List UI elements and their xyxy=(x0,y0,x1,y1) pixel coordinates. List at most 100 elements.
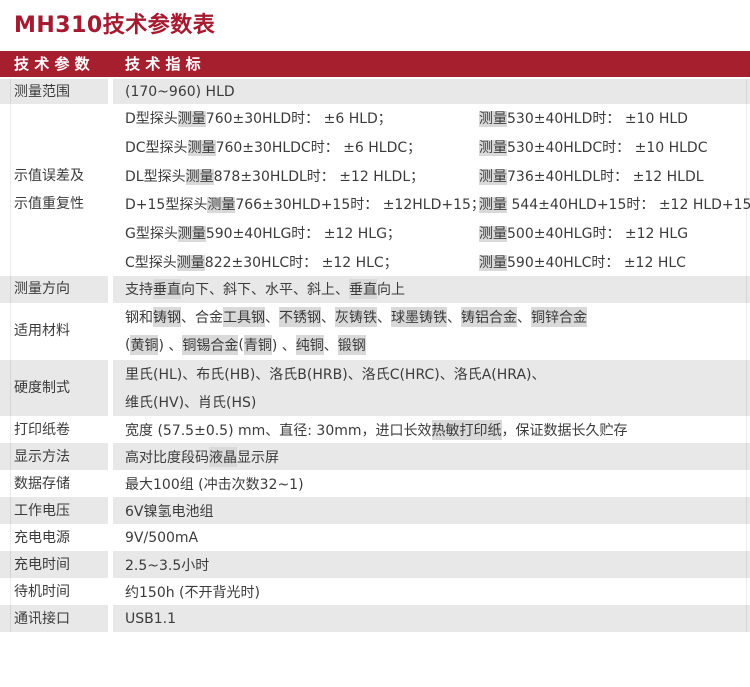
value-line: 2.5~3.5小时 xyxy=(125,557,210,574)
keyword-highlight: 铸钢 xyxy=(153,307,181,328)
keyword-highlight: 测量 xyxy=(479,111,507,128)
table-row: 充电时间 2.5~3.5小时 xyxy=(0,551,750,579)
table-row: 通讯接口 USB1.1 xyxy=(0,605,750,633)
row-label: 打印纸卷 xyxy=(0,416,108,443)
row-label: 示值误差及示值重复性 xyxy=(0,104,108,276)
row-label-line: 示值误差及 xyxy=(14,167,84,184)
row-label-line: 显示方法 xyxy=(14,448,70,465)
row-label: 充电时间 xyxy=(0,551,108,579)
spec-line: D型探头测量760±30HLD时： ±6 HLD； 测量530±40HLD时： ±… xyxy=(125,104,750,133)
table-body: 测量范围 (170~960) HLD 示值误差及示值重复性 D型探头测量760±30H… xyxy=(0,79,750,633)
table-row: 数据存储 最大100组 (冲击次数32~1) xyxy=(0,470,750,497)
table-row: 测量范围 (170~960) HLD xyxy=(0,79,750,104)
page-title: MH310技术参数表 xyxy=(14,13,216,38)
keyword-highlight: 青铜 xyxy=(243,335,272,356)
keyword-highlight: 测量 xyxy=(479,225,507,242)
row-label-line: 充电电源 xyxy=(14,529,70,546)
row-label-line: 测量方向 xyxy=(14,281,70,298)
spec-line: G型探头测量590±40HLG时： ±12 HLG； 测量500±40HLG时： … xyxy=(125,219,750,248)
table-row: 硬度制式 里氏(HL)、布氏(HB)、洛氏B(HRB)、洛氏C(HRC)、洛氏A(… xyxy=(0,359,750,417)
value-line: 最大100组 (冲击次数32~1) xyxy=(125,476,304,493)
table-header: 技 术 参 数 技 术 指 标 xyxy=(0,51,750,77)
row-value: 最大100组 (冲击次数32~1) xyxy=(113,470,750,497)
row-label-line: 工作电压 xyxy=(14,502,70,519)
spec-left-text: G型探头测量590±40HLG时： ±12 HLG； xyxy=(125,225,401,242)
spec-line: C型探头测量822±30HLC时： ±12 HLC； 测量590±40HLC时： … xyxy=(125,247,750,276)
spec-line: D+15型探头测量766±30HLD+15时： ±12HLD+15； 测量 544… xyxy=(125,190,750,219)
spec-right-text: 测量736±40HLDL时： ±12 HLDL xyxy=(479,168,704,185)
value-line: 钢和 铸钢 、合金 工具钢、不锈钢、灰铸铁、球墨铸铁、铸铝合金、铜锌合金 xyxy=(125,303,750,331)
row-value: 2.5~3.5小时 xyxy=(113,551,750,579)
keyword-highlight: 测量 xyxy=(479,168,507,185)
value-line: 约150h (不开背光时) xyxy=(125,584,260,601)
table-row: 打印纸卷 宽度 (57.5±0.5) mm、直径: 30mm，进口长效 热敏打印纸，… xyxy=(0,416,750,443)
value-line: (170~960) HLD xyxy=(125,83,235,100)
value-line: 支持 垂直 向下、斜下、水平、斜上、 垂直 向上 xyxy=(125,279,750,300)
row-value: 高对比度段码 液晶 显示屏 xyxy=(113,443,750,471)
row-label: 工作电压 xyxy=(0,497,108,525)
spec-right-text: 测量500±40HLG时： ±12 HLG xyxy=(479,225,689,242)
value-line: 维氏(HV)、肖氏(HS) xyxy=(125,395,257,412)
row-label: 测量范围 xyxy=(0,79,108,104)
row-label-line: 示值重复性 xyxy=(14,195,84,212)
row-value: 钢和 铸钢 、合金 工具钢、不锈钢、灰铸铁、球墨铸铁、铸铝合金、铜锌合金 (黄铜) 、铜… xyxy=(113,303,750,360)
row-label-line: 充电时间 xyxy=(14,556,70,573)
spec-left-text: C型探头测量822±30HLC时： ±12 HLC； xyxy=(125,254,398,271)
keyword-highlight: 液晶 xyxy=(209,446,237,467)
row-value: 6V镍氢电池组 xyxy=(113,497,750,525)
value-line: 高对比度段码 液晶 显示屏 xyxy=(125,446,750,467)
table-row: 适用材料 钢和 铸钢 、合金 工具钢、不锈钢、灰铸铁、球墨铸铁、铸铝合金、铜锌合金 (黄铜… xyxy=(0,303,750,360)
keyword-highlight: 锻钢 xyxy=(337,335,366,356)
row-label: 充电电源 xyxy=(0,524,108,551)
value-line: (黄铜) 、铜锡合金 (青铜) 、纯铜、锻钢 xyxy=(125,335,366,356)
value-line: 宽度 (57.5±0.5) mm、直径: 30mm，进口长效 热敏打印纸 ，保证数据… xyxy=(125,419,750,440)
header-col-params: 技 术 参 数 xyxy=(14,55,90,73)
row-value: USB1.1 xyxy=(113,605,750,633)
row-value: 宽度 (57.5±0.5) mm、直径: 30mm，进口长效 热敏打印纸 ，保证数据… xyxy=(113,416,750,443)
row-label: 通讯接口 xyxy=(0,605,108,633)
row-label-line: 数据存储 xyxy=(14,475,70,492)
keyword-highlight: 热敏打印纸 xyxy=(431,419,502,440)
row-label-line: 测量范围 xyxy=(14,83,70,100)
table-row: 显示方法 高对比度段码 液晶 显示屏 xyxy=(0,443,750,471)
keyword-highlight: 垂直 xyxy=(153,279,181,300)
params-table: 技 术 参 数 技 术 指 标 测量范围 (170~960) HLD 示值误差及 示值… xyxy=(0,51,750,633)
spec-right-text: 测量530±40HLD时： ±10 HLD xyxy=(479,111,688,128)
row-label: 适用材料 xyxy=(0,303,108,360)
row-value: 支持 垂直 向下、斜下、水平、斜上、 垂直 向上 xyxy=(113,275,750,303)
spec-line: DC型探头测量760±30HLDC时： ±6 HLDC； 测量530±40HLDC… xyxy=(125,133,750,162)
row-label-line: 适用材料 xyxy=(14,323,70,340)
value-line: USB1.1 xyxy=(125,610,177,627)
row-label-line: 待机时间 xyxy=(14,583,70,600)
row-label: 硬度制式 xyxy=(0,359,108,417)
keyword-highlight: 工具钢 xyxy=(223,307,265,328)
spec-left-text: D+15型探头测量766±30HLD+15时： ±12HLD+15； xyxy=(125,197,485,214)
keyword-highlight: 垂直 xyxy=(349,279,377,300)
value-line: 6V镍氢电池组 xyxy=(125,503,214,520)
keyword-highlight: 黄铜 xyxy=(130,335,159,356)
spec-line: DL型探头测量878±30HLDL时： ±12 HLDL； 测量736±40HLD… xyxy=(125,161,750,190)
table-row: 测量方向 支持 垂直 向下、斜下、水平、斜上、 垂直 向上 xyxy=(0,275,750,303)
row-label-line: 硬度制式 xyxy=(14,380,70,397)
row-value: 里氏(HL)、布氏(HB)、洛氏B(HRB)、洛氏C(HRC)、洛氏A(HRA)… xyxy=(113,359,750,417)
spec-left-text: DC型探头测量760±30HLDC时： ±6 HLDC； xyxy=(125,139,422,156)
keyword-highlight: 铜锌合金 xyxy=(531,307,587,328)
keyword-highlight: 不锈钢 xyxy=(279,307,321,328)
keyword-highlight: 测量 xyxy=(207,197,236,214)
keyword-highlight: 灰铸铁 xyxy=(335,307,377,328)
row-label: 待机时间 xyxy=(0,578,108,605)
row-label: 显示方法 xyxy=(0,443,108,471)
spec-right-text: 测量 544±40HLD+15时： ±12 HLD+15 xyxy=(479,197,750,214)
keyword-highlight: 铜锡合金 xyxy=(182,335,239,356)
keyword-highlight: 测量 xyxy=(177,225,206,242)
table-row: 工作电压 6V镍氢电池组 xyxy=(0,497,750,525)
row-label: 数据存储 xyxy=(0,470,108,497)
keyword-highlight: 球墨铸铁 xyxy=(391,307,447,328)
row-label: 测量方向 xyxy=(0,275,108,303)
row-label-line: 打印纸卷 xyxy=(14,421,70,438)
keyword-highlight: 测量 xyxy=(479,197,507,214)
table-row: 充电电源 9V/500mA xyxy=(0,524,750,551)
spec-right-text: 测量530±40HLDC时： ±10 HLDC xyxy=(479,139,708,156)
keyword-highlight: 测量 xyxy=(185,168,214,185)
keyword-highlight: 测量 xyxy=(479,139,507,156)
